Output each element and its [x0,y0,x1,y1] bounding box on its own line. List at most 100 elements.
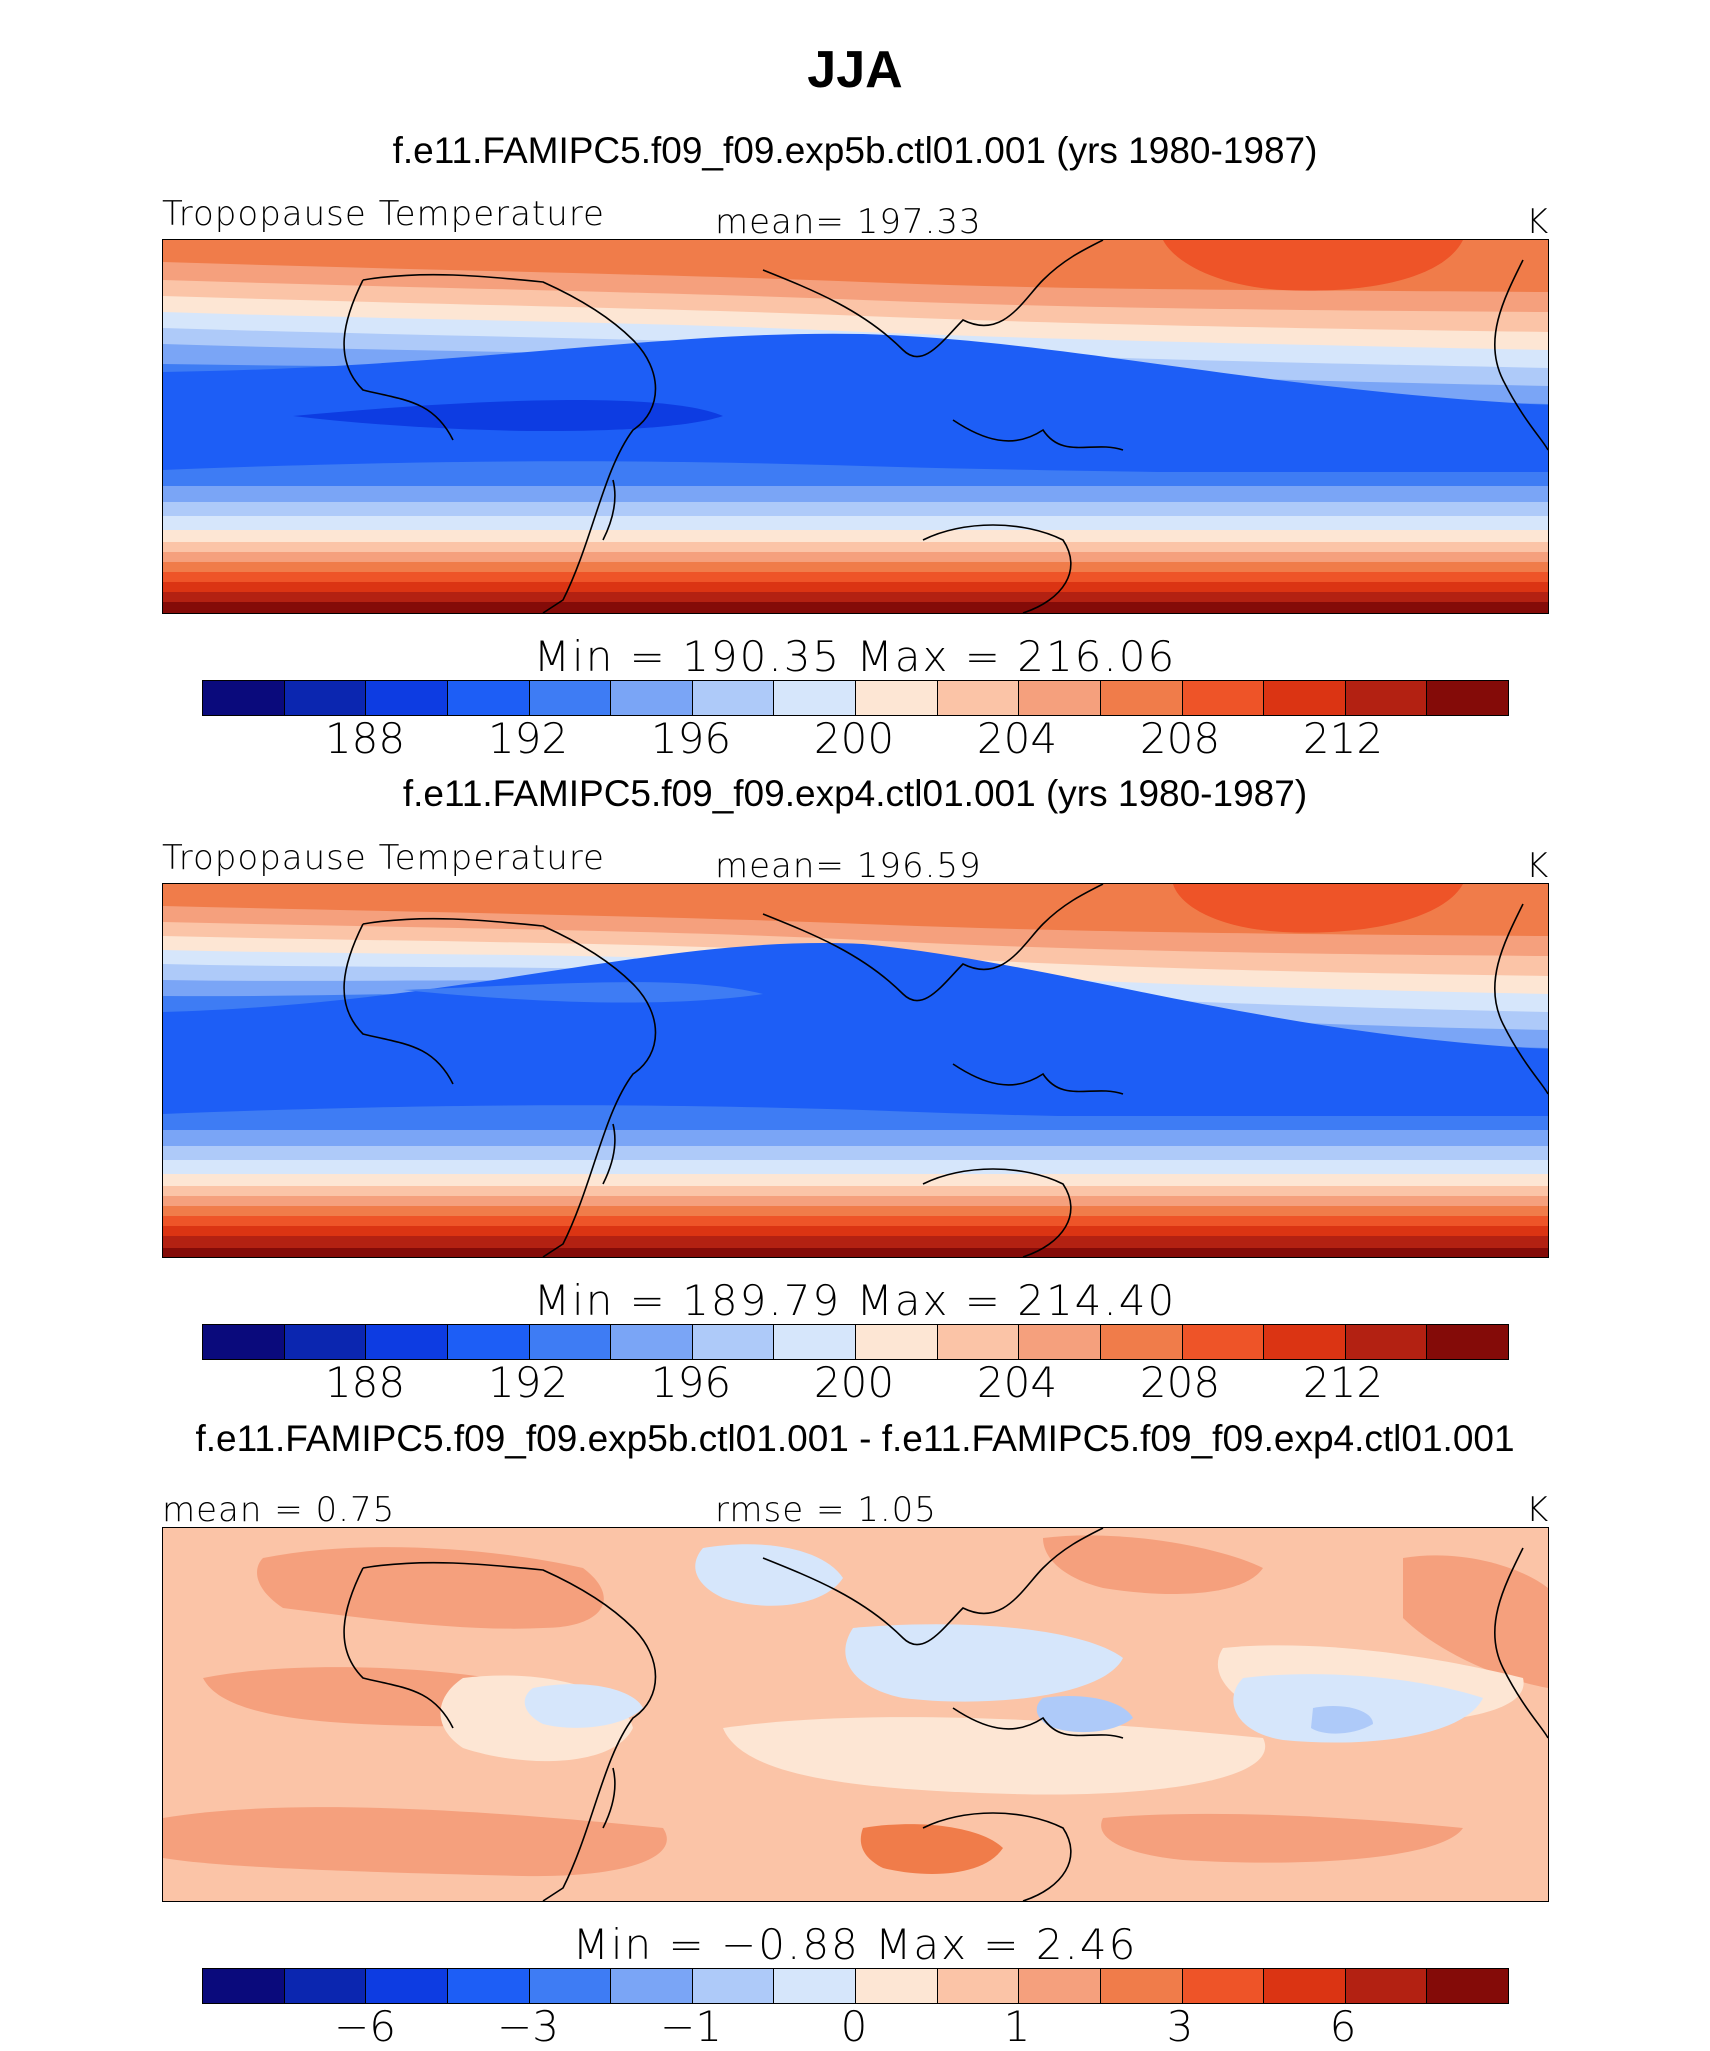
panel3-swatch-13 [1181,1969,1264,2003]
panel1-tick-label: 196 [650,714,732,763]
panel3-patch-warm-4 [1043,1535,1263,1594]
panel3-swatch-12 [1099,1969,1182,2003]
panel1-swatch-10 [936,681,1019,715]
panel3-minmax: Min = −0.88 Max = 2.46 [572,1920,1138,1969]
panel3-patch-warm-7 [1101,1813,1463,1863]
panel1-tick-label: 200 [813,714,895,763]
panel3-swatch-9 [855,1969,937,2003]
panel3-tick-label: 1 [1003,2002,1031,2051]
panel2-minmax: Min = 189.79 Max = 214.40 [533,1276,1177,1325]
panel1-swatch-2 [283,681,366,715]
panel2-swatch-10 [936,1325,1019,1359]
panel2-swatch-16 [1426,1325,1508,1359]
panel2-swatch-1 [203,1325,284,1359]
panel2-tick-label: 208 [1139,1358,1221,1407]
panel2-tick-label: 196 [650,1358,732,1407]
panel2-swatch-9 [855,1325,937,1359]
panel2-swatch-12 [1099,1325,1182,1359]
panel2-tick-label: 204 [976,1358,1058,1407]
panel1-swatch-11 [1018,681,1100,715]
panel2-swatch-5 [528,1325,611,1359]
panel2-swatch-11 [1018,1325,1100,1359]
panel2-tick-label: 192 [487,1358,569,1407]
panel1-swatch-3 [365,681,447,715]
panel3-rmse-label: rmse = 1.05 [715,1490,937,1530]
panel3-tick-label: 3 [1166,2002,1194,2051]
panel1-swatch-16 [1426,681,1508,715]
panel1-swatch-1 [203,681,284,715]
panel1-swatch-9 [855,681,937,715]
panel3-swatch-7 [691,1969,774,2003]
panel1-variable-label: Tropopause Temperature [162,194,605,234]
panel3-patch-cool-6 [1311,1705,1373,1734]
panel1-swatch-14 [1263,681,1345,715]
panel3-patch-warm-3 [163,1807,667,1877]
panel2-swatch-7 [691,1325,774,1359]
panel3-swatch-11 [1018,1969,1100,2003]
panel2-band-south-13 [163,1248,1548,1257]
panel3-mean-label: mean = 0.75 [162,1490,396,1530]
panel3-tick-label: −3 [497,2002,559,2051]
panel2-tick-label: 212 [1302,1358,1384,1407]
panel1-tick-label: 208 [1139,714,1221,763]
panel2-swatch-3 [365,1325,447,1359]
panel3-swatch-8 [773,1969,855,2003]
panel1-tick-label: 212 [1302,714,1384,763]
panel3-tick-label: −1 [660,2002,722,2051]
panel2-swatch-15 [1344,1325,1427,1359]
panel3-swatch-10 [936,1969,1019,2003]
panel1-map [162,239,1549,614]
panel1-units-label: K [1526,202,1550,242]
panel2-tick-label: 200 [813,1358,895,1407]
panel1-coastlines [343,240,1548,613]
panel1-colorbar [202,680,1509,716]
panel3-tick-label: −6 [334,2002,396,2051]
panel3-swatch-16 [1426,1969,1508,2003]
panel3-swatch-4 [446,1969,529,2003]
panel2-case-title: f.e11.FAMIPC5.f09_f09.exp4.ctl01.001 (yr… [402,773,1308,814]
panel2-warm-patch [1173,884,1463,933]
panel2-band-cold-core [403,982,763,1003]
panel1-tick-label: 188 [324,714,406,763]
panel1-mean-label: mean= 197.33 [715,202,982,242]
panel1-case-title: f.e11.FAMIPC5.f09_f09.exp5b.ctl01.001 (y… [392,130,1318,171]
panel2-swatch-2 [283,1325,366,1359]
panel1-band-core [163,333,1548,480]
panel2-swatch-4 [446,1325,529,1359]
panel2-swatch-14 [1263,1325,1345,1359]
panel3-colorbar [202,1968,1509,2004]
panel1-swatch-13 [1181,681,1264,715]
panel2-swatch-6 [610,1325,692,1359]
panel1-swatch-12 [1099,681,1182,715]
panel2-mean-label: mean= 196.59 [715,846,982,886]
panel3-units-label: K [1526,1490,1550,1530]
panel2-units-label: K [1526,846,1550,886]
panel1-swatch-7 [691,681,774,715]
panel3-swatch-6 [610,1969,692,2003]
panel2-map [162,883,1549,1258]
panel3-patch-cool-3 [524,1684,643,1728]
panel1-field [163,240,1548,613]
panel3-patch-warm-6 [860,1824,1003,1874]
panel3-patch-cool-5 [1036,1696,1133,1733]
panel1-swatch-15 [1344,681,1427,715]
panel3-tick-label: 6 [1329,2002,1357,2051]
panel1-swatch-8 [773,681,855,715]
panel3-swatch-2 [283,1969,366,2003]
panel3-swatch-3 [365,1969,447,2003]
panel1-swatch-4 [446,681,529,715]
panel1-tick-label: 192 [487,714,569,763]
panel3-map [162,1527,1549,1902]
panel3-patch-warm-5 [1403,1555,1548,1688]
panel3-patch-cool-4 [1233,1674,1483,1743]
panel2-coastlines [343,884,1548,1257]
panel3-coastlines [343,1528,1548,1901]
panel2-swatch-13 [1181,1325,1264,1359]
panel3-swatch-5 [528,1969,611,2003]
panel3-case-title: f.e11.FAMIPC5.f09_f09.exp5b.ctl01.001 - … [195,1418,1515,1459]
panel1-band-cold-core [293,400,723,431]
panel1-warm-patch [1163,240,1463,291]
panel2-colorbar [202,1324,1509,1360]
panel3-patch-cool-1 [695,1544,843,1606]
panel1-tick-label: 204 [976,714,1058,763]
